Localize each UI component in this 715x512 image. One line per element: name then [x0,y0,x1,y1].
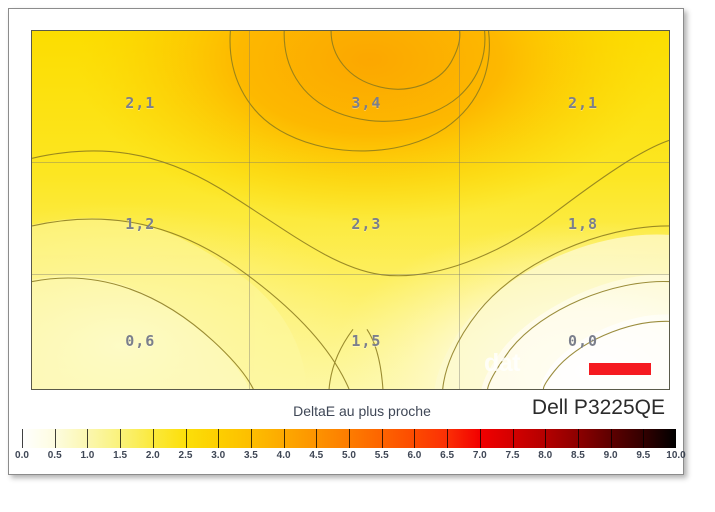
colorbar-tick-label: 4.5 [309,450,324,461]
zone-label: 0,0 [567,331,599,350]
colorbar: 0.0 0.5 1.0 1.5 2.0 2.5 3.0 3.5 4.0 4.5 5.0 5.5 6.0 6… [15,429,686,469]
zone-label: 2,1 [567,93,599,112]
zone-label: 2,3 [351,215,382,234]
colorbar-tick-label: 9.0 [603,450,618,461]
colorbar-tick-label: 8.5 [570,450,585,461]
colorbar-gradient [22,429,676,448]
colorbar-tick-label: 2.5 [178,450,193,461]
zone-label: 2,1 [125,93,156,112]
watermark-text: dat [484,349,521,377]
colorbar-tick-label: 1.5 [113,450,128,461]
colorbar-tick-label: 0.0 [15,450,29,461]
zone-label: 1,8 [567,215,599,234]
colorbar-tick-labels: 0.0 0.5 1.0 1.5 2.0 2.5 3.0 3.5 4.0 4.5 5.0 5.5 6.0 6… [15,450,686,466]
colorbar-tick-label: 2.0 [145,450,160,461]
zone-label: 1,2 [125,215,156,234]
colorbar-tick-label: 6.5 [440,450,455,461]
colorbar-tick-label: 0.5 [47,450,62,461]
colorbar-tick-label: 1.0 [80,450,95,461]
colorbar-tick-label: 3.0 [211,450,226,461]
colorbar-tick-label: 7.5 [505,450,520,461]
colorbar-tick-label: 5.0 [342,450,356,461]
colorbar-tick-label: 6.0 [407,450,422,461]
colorbar-tick-label: 5.5 [374,450,389,461]
zone-label: 0,6 [125,331,156,350]
colorbar-tick-label: 10.0 [666,450,686,461]
chart-card: 2,1 3,4 2,1 1,2 2,3 1,8 0,6 1,5 0,0 dat … [8,8,686,475]
colorbar-tick-label: 8.0 [538,450,553,461]
colorbar-tick-label: 3.5 [243,450,258,461]
heatmap-plot[interactable]: 2,1 3,4 2,1 1,2 2,3 1,8 0,6 1,5 0,0 dat [31,30,670,390]
device-name-label: Dell P3225QE [531,396,665,419]
brand-logo-icon [589,363,651,375]
colorbar-tick-label: 7.0 [472,450,487,461]
colorbar-tick-label: 9.5 [636,450,651,461]
zone-label: 1,5 [351,331,382,350]
colorbar-title: DeltaE au plus proche [293,403,431,419]
heatmap-surface [32,31,669,389]
colorbar-tick-label: 4.0 [276,450,291,461]
zone-label: 3,4 [351,93,382,112]
